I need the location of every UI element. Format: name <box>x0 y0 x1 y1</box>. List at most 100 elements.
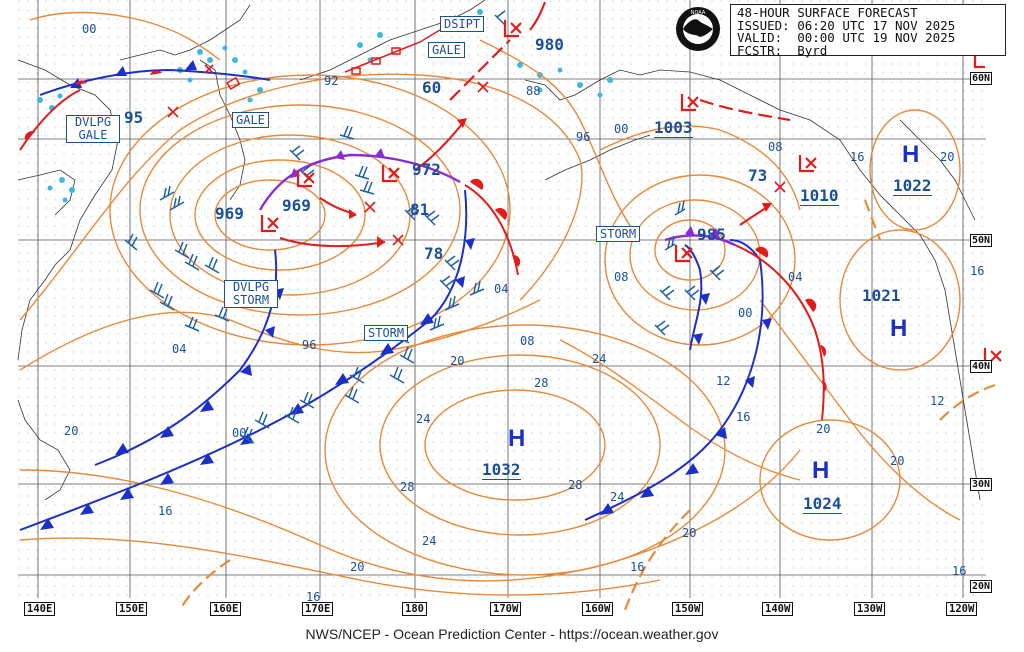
storm-tracks <box>279 1 771 248</box>
high-pressure-1021: 1021 <box>862 286 901 305</box>
isobar-label: 20 <box>64 424 79 438</box>
isobar-label: 96 <box>302 338 317 352</box>
track-arrowheads <box>349 118 772 248</box>
isobar-label: 20 <box>682 526 697 540</box>
svg-text:H: H <box>890 315 907 342</box>
svg-text:H: H <box>508 425 525 452</box>
isobar-label: 20 <box>816 422 831 436</box>
isobar-label: 04 <box>494 282 509 296</box>
isobar-label: 16 <box>952 564 967 578</box>
isobar-label: 20 <box>890 454 905 468</box>
issued-label: ISSUED: <box>737 17 790 33</box>
credit-line: NWS/NCEP - Ocean Prediction Center - htt… <box>305 626 719 642</box>
lat-label: 30N <box>970 478 993 491</box>
low-markers <box>260 20 1002 364</box>
lon-label: 170W <box>490 602 522 616</box>
high-pressure-1024: 1024 <box>803 494 842 514</box>
isobar-label: 16 <box>850 150 865 164</box>
lon-label: 130W <box>854 602 886 616</box>
past-pressure-81: 81 <box>410 200 430 219</box>
isobar-label: 28 <box>534 376 549 390</box>
lon-label: 140W <box>762 602 794 616</box>
isobar-label: 00 <box>614 122 629 136</box>
past-positions <box>167 64 786 246</box>
lon-label: 120W <box>946 602 978 616</box>
lon-label: 150E <box>116 602 148 616</box>
isobar-label: 04 <box>788 270 803 284</box>
low-pressure-985: 985 <box>697 225 726 244</box>
isobar-label: 00 <box>738 306 753 320</box>
isobars <box>19 11 961 596</box>
product-title: 48-HOUR SURFACE FORECAST <box>737 5 918 20</box>
isobar-label: 16 <box>158 504 173 518</box>
isobar-label: 92 <box>324 74 339 88</box>
isobar-label: 28 <box>400 480 415 494</box>
high-pressure-1032: 1032 <box>482 460 521 480</box>
isobar-label: 16 <box>630 560 645 574</box>
lon-label: 150W <box>672 602 704 616</box>
past-pressure-969: 969 <box>215 204 244 223</box>
low-pressure-969: 969 <box>282 196 311 215</box>
svg-text:NOAA: NOAA <box>691 10 706 16</box>
lat-label: 40N <box>970 360 993 373</box>
warning-dsipt: DSIPT <box>440 16 485 32</box>
isobar-label: 24 <box>422 534 437 548</box>
surface-forecast-map: H H H H 969 972 985 1003 1010 980 1032 1… <box>17 0 1002 616</box>
isobar-label: 16 <box>306 590 321 604</box>
lon-label: 170E <box>302 602 334 616</box>
past-pressure-60: 60 <box>422 78 442 97</box>
isobar-label: 88 <box>526 84 541 98</box>
cold-front-barbs <box>40 60 772 530</box>
low-pressure-980: 980 <box>535 35 564 54</box>
isobar-label: 08 <box>768 140 783 154</box>
isobar-label: 04 <box>172 342 187 356</box>
isobar-label: 08 <box>520 334 535 348</box>
low-pressure-1003: 1003 <box>654 118 693 138</box>
isobar-label: 24 <box>592 352 607 366</box>
high-pressure-1022: 1022 <box>893 176 932 196</box>
isobar-label: 24 <box>416 412 431 426</box>
warning-storm-east: STORM <box>596 226 641 242</box>
isobar-label: 00 <box>232 426 247 440</box>
past-pressure-78: 78 <box>424 244 444 263</box>
lon-label: 160E <box>210 602 242 616</box>
sea-ice <box>37 9 613 203</box>
forecaster-label: FCSTR: <box>737 42 783 58</box>
lat-label: 60N <box>970 72 993 85</box>
warning-dvlpg-gale: DVLPG GALE <box>66 115 120 143</box>
isobar-label: 00 <box>82 22 97 36</box>
svg-text:H: H <box>902 141 919 168</box>
isobar-label: 96 <box>576 130 591 144</box>
lon-label: 140E <box>24 602 56 616</box>
past-pressure-95: 95 <box>124 108 144 127</box>
issued-row: ISSUED: 06:20 UTC 17 NOV 2025 <box>737 17 1005 33</box>
svg-text:H: H <box>812 457 829 484</box>
forecast-info-box: 48-HOUR SURFACE FORECAST ISSUED: 06:20 U… <box>730 4 1006 56</box>
lat-label: 50N <box>970 234 993 247</box>
valid-label: VALID: <box>737 30 783 45</box>
occluded-fronts <box>258 153 736 247</box>
isobar-label: 08 <box>614 270 629 284</box>
warning-gale-north: GALE <box>428 42 465 58</box>
lat-label: 20N <box>970 580 993 593</box>
warning-gale-west: GALE <box>232 112 269 128</box>
troughs <box>179 199 996 611</box>
issued-time: 06:20 UTC 17 NOV 2025 <box>797 17 956 33</box>
isobar-label: 20 <box>350 560 365 574</box>
forecaster-name: Byrd <box>797 42 828 58</box>
noaa-logo: NOAA <box>675 6 721 52</box>
lon-label: 180 <box>402 602 427 616</box>
isobar-label: 16 <box>970 264 985 278</box>
ice-edge-symbols <box>226 29 441 90</box>
low-pressure-972: 972 <box>412 160 441 179</box>
past-pressure-73: 73 <box>748 166 768 185</box>
red-troughs <box>449 39 791 122</box>
valid-row: VALID: 00:00 UTC 19 NOV 2025 <box>737 30 1005 45</box>
warning-storm-central: STORM <box>364 325 409 341</box>
isobar-label: 16 <box>736 410 751 424</box>
lon-label: 160W <box>582 602 614 616</box>
valid-time: 00:00 UTC 19 NOV 2025 <box>797 30 956 45</box>
isobar-label: 20 <box>940 150 955 164</box>
low-pressure-1010: 1010 <box>800 186 839 206</box>
isobar-label: 12 <box>930 394 945 408</box>
